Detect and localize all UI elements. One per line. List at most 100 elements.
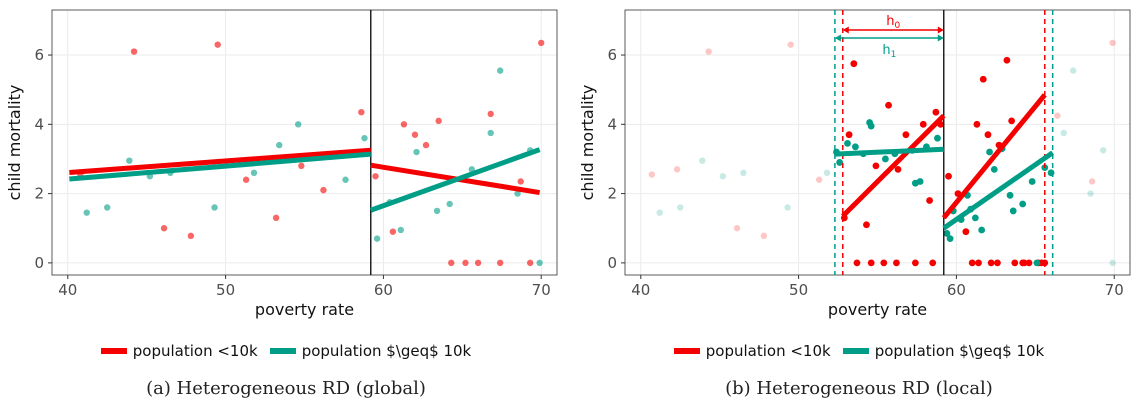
y-tick-label: 0 bbox=[34, 254, 44, 272]
data-point-inside bbox=[975, 259, 982, 267]
data-point bbox=[413, 148, 420, 156]
data-point-inside bbox=[894, 165, 902, 173]
data-point bbox=[372, 173, 379, 180]
data-point bbox=[422, 141, 430, 149]
legend-key-under10k bbox=[673, 348, 700, 354]
plot-frame bbox=[51, 9, 558, 276]
data-point bbox=[276, 141, 283, 149]
x-axis-label: poverty rate bbox=[255, 300, 354, 319]
data-point-outside bbox=[677, 204, 684, 211]
data-point-inside bbox=[943, 230, 951, 237]
data-point bbox=[298, 162, 305, 170]
data-point-outside bbox=[1054, 112, 1061, 119]
scatter-plot-local: 40 50 60 70 0 2 4 6 poverty rate child mortality h… bbox=[578, 9, 1131, 319]
x-tick-label: 70 bbox=[1105, 281, 1124, 299]
scatter-plot-global: 40 50 60 70 0 2 4 6 poverty rate child mortality bbox=[5, 9, 558, 319]
caption: (a) Heterogeneous RD (global) bbox=[146, 378, 426, 399]
data-point bbox=[446, 200, 453, 208]
data-point-inside bbox=[1008, 117, 1016, 125]
data-point bbox=[242, 176, 250, 183]
x-axis-label: poverty rate bbox=[828, 300, 927, 319]
data-point-outside bbox=[1069, 67, 1077, 74]
data-point-outside bbox=[1109, 259, 1116, 267]
x-tick-label: 60 bbox=[374, 281, 393, 299]
data-point bbox=[411, 131, 419, 138]
legend: population <10k population $\geq$ 10k bbox=[0, 342, 572, 360]
bandwidth-arrow-head bbox=[842, 26, 849, 34]
legend-key-over10k bbox=[842, 348, 869, 354]
data-point-inside bbox=[968, 259, 976, 267]
data-point-inside bbox=[893, 259, 900, 267]
data-point-inside bbox=[1028, 178, 1036, 185]
data-point-outside bbox=[815, 176, 823, 183]
y-axis-label: child mortality bbox=[578, 85, 597, 201]
data-point bbox=[104, 204, 111, 211]
data-point-inside bbox=[872, 162, 880, 170]
fit-line bbox=[369, 147, 541, 213]
data-point-outside bbox=[1087, 190, 1094, 197]
data-point bbox=[358, 108, 365, 116]
y-tick-label: 2 bbox=[607, 185, 617, 203]
data-point-inside bbox=[1020, 259, 1028, 267]
panel-local: 40 50 60 70 0 2 4 6 poverty rate child mortality h… bbox=[573, 0, 1145, 419]
data-point-outside bbox=[760, 232, 768, 240]
fit-line bbox=[941, 93, 1047, 220]
x-tick-label: 60 bbox=[947, 281, 966, 299]
data-point bbox=[433, 207, 441, 215]
data-point bbox=[342, 176, 349, 183]
legend-label-over10k: population $\geq$ 10k bbox=[874, 342, 1045, 360]
bandwidth-arrow-head bbox=[834, 34, 841, 42]
data-point-inside bbox=[852, 143, 859, 151]
legend-item-under10k: population <10k bbox=[100, 342, 258, 360]
data-point-inside bbox=[971, 214, 979, 222]
data-point bbox=[496, 67, 504, 74]
x-tick-label: 50 bbox=[789, 281, 808, 299]
plot-area bbox=[648, 39, 1116, 267]
y-tick-label: 6 bbox=[607, 46, 617, 64]
data-point bbox=[514, 190, 521, 197]
data-point-inside bbox=[1033, 259, 1041, 267]
legend-key-over10k bbox=[269, 348, 296, 354]
legend-item-over10k: population $\geq$ 10k bbox=[842, 342, 1045, 360]
data-point-inside bbox=[919, 120, 927, 128]
data-point-outside bbox=[699, 157, 706, 164]
fit-line bbox=[834, 146, 944, 157]
bandwidth-label: h0 bbox=[886, 14, 900, 31]
data-point-inside bbox=[902, 131, 910, 139]
legend-key-under10k bbox=[100, 348, 127, 354]
data-point-outside bbox=[733, 225, 741, 232]
data-point bbox=[397, 226, 404, 234]
data-point bbox=[373, 235, 381, 242]
y-tick-label: 6 bbox=[34, 46, 44, 64]
data-point bbox=[272, 214, 280, 222]
data-point-inside bbox=[1025, 259, 1033, 267]
y-tick-label: 4 bbox=[607, 115, 617, 133]
data-point-inside bbox=[984, 131, 992, 139]
bandwidth-label: h1 bbox=[882, 43, 896, 60]
data-point bbox=[361, 134, 368, 142]
legend: population <10k population $\geq$ 10k bbox=[573, 342, 1145, 360]
data-point-outside bbox=[740, 169, 747, 177]
y-tick-label: 0 bbox=[607, 254, 617, 272]
data-point bbox=[536, 259, 543, 267]
data-point-outside bbox=[673, 166, 681, 173]
data-point bbox=[320, 186, 327, 194]
data-point-outside bbox=[1060, 129, 1067, 137]
data-point-inside bbox=[979, 75, 987, 83]
data-point bbox=[487, 110, 494, 118]
data-point bbox=[517, 178, 524, 185]
x-tick-label: 70 bbox=[532, 281, 551, 299]
data-point-inside bbox=[1047, 169, 1055, 177]
legend-label-over10k: population $\geq$ 10k bbox=[301, 342, 472, 360]
data-point-outside bbox=[705, 48, 712, 55]
fit-line bbox=[942, 150, 1055, 231]
legend-item-over10k: population $\geq$ 10k bbox=[269, 342, 472, 360]
data-point-inside bbox=[945, 172, 952, 180]
data-point-inside bbox=[845, 131, 853, 139]
data-point bbox=[400, 121, 408, 128]
data-point-inside bbox=[867, 122, 875, 130]
data-point bbox=[448, 259, 455, 267]
fit-line bbox=[69, 147, 371, 175]
data-point-inside bbox=[1009, 207, 1017, 215]
data-point-inside bbox=[916, 178, 924, 185]
